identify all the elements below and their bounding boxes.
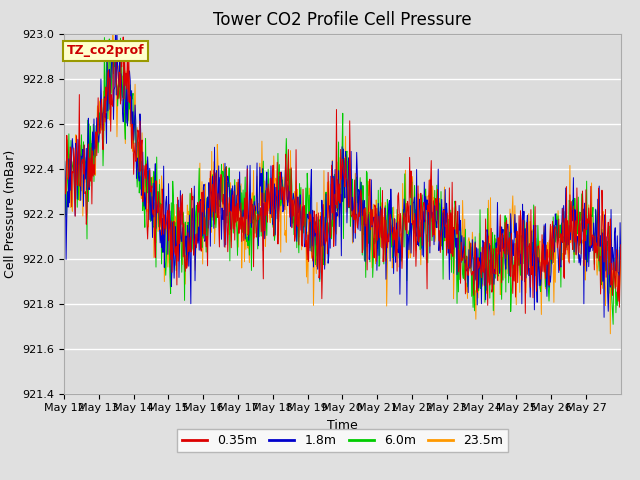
Title: Tower CO2 Profile Cell Pressure: Tower CO2 Profile Cell Pressure [213,11,472,29]
Legend: 0.35m, 1.8m, 6.0m, 23.5m: 0.35m, 1.8m, 6.0m, 23.5m [177,429,508,452]
Y-axis label: Cell Pressure (mBar): Cell Pressure (mBar) [4,149,17,278]
X-axis label: Time: Time [327,419,358,432]
Text: TZ_co2prof: TZ_co2prof [67,44,145,58]
